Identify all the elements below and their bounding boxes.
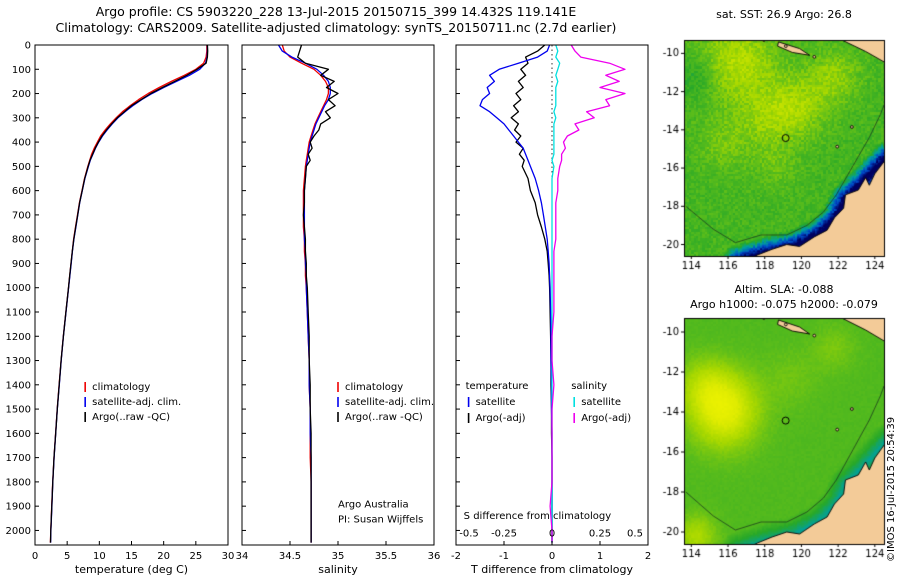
svg-text:-0.5: -0.5 — [459, 529, 479, 540]
svg-text:800: 800 — [12, 235, 31, 246]
svg-text:30: 30 — [222, 551, 235, 562]
svg-text:1800: 1800 — [6, 477, 31, 488]
sla-map-title-line2: Argo h1000: -0.075 h2000: -0.079 — [690, 298, 878, 311]
svg-text:1500: 1500 — [6, 405, 31, 416]
plot-frame — [241, 44, 435, 546]
salinity-profile-series-climatology — [281, 44, 330, 543]
svg-text:600: 600 — [12, 186, 31, 197]
svg-text:34: 34 — [236, 551, 249, 562]
svg-text:Argo(..raw -QC): Argo(..raw -QC) — [92, 412, 170, 423]
svg-text:0: 0 — [32, 551, 38, 562]
svg-text:10: 10 — [93, 551, 106, 562]
svg-text:34.5: 34.5 — [279, 551, 301, 562]
svg-text:35: 35 — [332, 551, 345, 562]
sla-map — [660, 312, 900, 562]
imos-watermark: ©IMOS 16-Jul-2015 20:54:39 — [886, 416, 897, 562]
svg-text:1400: 1400 — [6, 380, 31, 391]
svg-text:PI: Susan Wijffels: PI: Susan Wijffels — [338, 515, 423, 526]
svg-text:100: 100 — [12, 65, 31, 76]
svg-text:1100: 1100 — [6, 307, 31, 318]
svg-text:36: 36 — [428, 551, 441, 562]
svg-text:1300: 1300 — [6, 356, 31, 367]
legend: climatology satellite-adj. clim. Argo(..ra… — [337, 382, 434, 423]
temperature-profile-series-argo-raw-qc- — [49, 44, 209, 543]
temperature-profile-series-satellite-adj-clim- — [49, 45, 209, 543]
difference-from-climatology-series-s-satellite — [551, 44, 561, 543]
svg-text:15: 15 — [125, 551, 138, 562]
svg-text:1600: 1600 — [6, 429, 31, 440]
svg-text:satellite-adj. clim.: satellite-adj. clim. — [345, 397, 434, 408]
svg-text:Argo Australia: Argo Australia — [338, 500, 409, 511]
svg-text:0: 0 — [549, 529, 555, 540]
x-axis-label: T difference from climatology — [470, 563, 633, 576]
svg-text:20: 20 — [157, 551, 170, 562]
salinity-profile-series-satellite-adj-clim- — [277, 44, 331, 543]
legend: temperature satellite Argo(-adj) salinity sa… — [466, 381, 632, 424]
svg-text:Argo(-adj): Argo(-adj) — [581, 413, 631, 424]
svg-text:satellite-adj. clim.: satellite-adj. clim. — [92, 397, 181, 408]
salinity-profile-series-argo-raw-qc- — [297, 44, 339, 543]
difference-from-climatology-series-t-argo-adj- — [510, 44, 553, 543]
sla-map-title-line1: Altim. SLA: -0.088 — [734, 283, 834, 296]
svg-text:1000: 1000 — [6, 283, 31, 294]
svg-text:1200: 1200 — [6, 332, 31, 343]
svg-text:salinity: salinity — [571, 381, 607, 392]
difference-from-climatology-panel: -2 -1 0 1 2 T difference from climatology temp… — [451, 44, 651, 576]
svg-text:0.25: 0.25 — [589, 529, 611, 540]
svg-text:200: 200 — [12, 89, 31, 100]
temperature-profile-series-climatology — [49, 45, 208, 543]
svg-text:900: 900 — [12, 259, 31, 270]
svg-text:satellite: satellite — [581, 397, 621, 408]
svg-text:-0.25: -0.25 — [491, 529, 517, 540]
sst-map-title: sat. SST: 26.9 Argo: 26.8 — [716, 8, 852, 21]
svg-text:500: 500 — [12, 162, 31, 173]
svg-text:1900: 1900 — [6, 502, 31, 513]
x-axis-label: salinity — [318, 563, 358, 576]
svg-text:climatology: climatology — [345, 382, 403, 393]
figure-title-line2: Climatology: CARS2009. Satellite-adjuste… — [55, 20, 617, 35]
svg-text:0: 0 — [25, 41, 31, 52]
temperature-profile-panel: 0 5 10 15 20 25 300100200300400500600700800900… — [6, 41, 235, 577]
svg-text:700: 700 — [12, 210, 31, 221]
x-axis-label: temperature (deg C) — [75, 563, 188, 576]
svg-text:400: 400 — [12, 138, 31, 149]
svg-text:0.5: 0.5 — [627, 529, 643, 540]
svg-text:300: 300 — [12, 113, 31, 124]
svg-text:temperature: temperature — [466, 381, 529, 392]
plot-frame — [34, 44, 229, 546]
figure-title-line1: Argo profile: CS 5903220_228 13-Jul-2015… — [95, 4, 577, 19]
svg-text:satellite: satellite — [476, 397, 516, 408]
svg-text:35.5: 35.5 — [375, 551, 397, 562]
s-axis-label: S difference from climatology — [464, 511, 612, 522]
difference-from-climatology-series-s-argo-adj- — [549, 44, 626, 543]
salinity-profile-panel: 34 34.5 35 35.5 36 salinity climatology satelli… — [236, 44, 441, 576]
sst-map — [660, 34, 900, 284]
svg-text:-1: -1 — [499, 551, 509, 562]
svg-text:1: 1 — [597, 551, 603, 562]
svg-text:0: 0 — [549, 551, 555, 562]
difference-from-climatology-series-t-satellite — [479, 44, 553, 543]
svg-text:1700: 1700 — [6, 453, 31, 464]
svg-text:2000: 2000 — [6, 526, 31, 537]
profile-panels-plot: 0 5 10 15 20 25 300100200300400500600700800900… — [6, 41, 652, 577]
svg-text:climatology: climatology — [92, 382, 150, 393]
svg-text:2: 2 — [645, 551, 651, 562]
svg-text:Argo(..raw -QC): Argo(..raw -QC) — [345, 412, 423, 423]
svg-text:5: 5 — [64, 551, 70, 562]
legend: climatology satellite-adj. clim. Argo(..ra… — [84, 382, 181, 423]
svg-text:-2: -2 — [451, 551, 461, 562]
svg-text:Argo(-adj): Argo(-adj) — [476, 413, 526, 424]
svg-text:25: 25 — [189, 551, 202, 562]
